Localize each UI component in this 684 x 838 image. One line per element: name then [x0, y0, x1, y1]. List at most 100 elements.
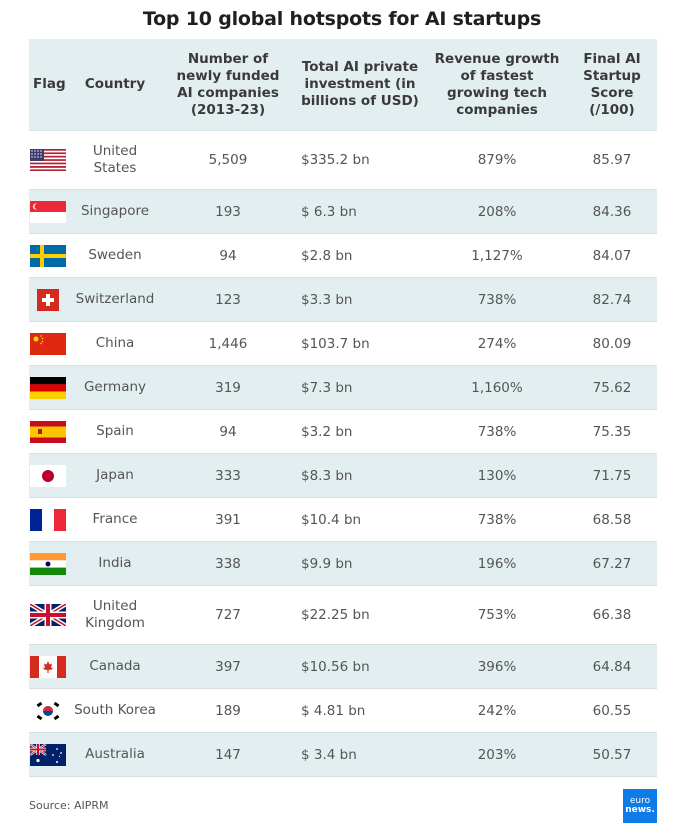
country-cell: India — [98, 555, 132, 571]
revenue-cell: 1,127% — [471, 247, 523, 264]
germany-flag-icon — [30, 376, 66, 399]
country-cell: United States — [92, 143, 138, 176]
table-row: India 338 $9.9 bn 196% 67.27 — [29, 542, 657, 586]
investment-cell: $22.25 bn — [301, 607, 370, 623]
score-cell: 71.75 — [592, 467, 632, 484]
investment-cell: $2.8 bn — [301, 247, 353, 264]
table-header: Flag Country Number of newly funded AI c… — [29, 39, 657, 131]
table-row: United Kingdom 727 $22.25 bn 753% 66.38 — [28, 586, 657, 645]
flag-cell — [29, 244, 67, 267]
sweden-flag-icon — [30, 244, 66, 267]
companies-cell: 94 — [219, 247, 237, 264]
companies-cell: 5,509 — [208, 152, 248, 168]
score-cell: 64.84 — [592, 658, 632, 675]
revenue-cell: 396% — [477, 658, 517, 675]
revenue-cell: 879% — [477, 152, 517, 168]
flag-cell — [29, 420, 67, 443]
investment-cell: $10.4 bn — [301, 511, 362, 528]
flag-cell — [29, 376, 67, 399]
france-flag-icon — [30, 508, 66, 531]
companies-cell: 727 — [215, 607, 241, 623]
header-investment: Total AI private investment (in billions… — [301, 59, 419, 109]
companies-cell: 193 — [215, 203, 241, 220]
revenue-cell: 738% — [477, 423, 517, 440]
score-cell: 80.09 — [592, 335, 632, 352]
hotspots-table: Flag Country Number of newly funded AI c… — [28, 39, 657, 777]
table-row: Sweden 94 $2.8 bn 1,127% 84.07 — [29, 234, 657, 278]
header-companies: Number of newly funded AI companies (201… — [176, 50, 280, 118]
chart-title: Top 10 global hotspots for AI startups — [142, 8, 542, 30]
investment-cell: $7.3 bn — [301, 379, 353, 396]
table-row: Canada 397 $10.56 bn 396% 64.84 — [29, 645, 657, 689]
score-cell: 84.36 — [592, 203, 632, 220]
south-korea-flag-icon — [30, 699, 66, 722]
country-cell: Japan — [96, 467, 134, 483]
investment-cell: $ 3.4 bn — [301, 746, 357, 763]
country-cell: Canada — [89, 658, 141, 674]
investment-cell: $10.56 bn — [301, 658, 370, 675]
revenue-cell: 242% — [477, 702, 517, 719]
investment-cell: $9.9 bn — [301, 555, 353, 572]
country-cell: Switzerland — [75, 291, 155, 307]
table-row: Spain 94 $3.2 bn 738% 75.35 — [29, 410, 657, 454]
flag-cell — [29, 699, 67, 722]
score-cell: 82.74 — [592, 291, 632, 308]
table-row: Singapore 193 $ 6.3 bn 208% 84.36 — [29, 190, 657, 234]
spain-flag-icon — [30, 420, 66, 443]
score-cell: 50.57 — [592, 746, 632, 763]
companies-cell: 123 — [215, 291, 241, 308]
investment-cell: $103.7 bn — [301, 335, 370, 352]
companies-cell: 338 — [215, 555, 241, 572]
companies-cell: 1,446 — [208, 335, 248, 352]
score-cell: 84.07 — [592, 247, 632, 264]
china-flag-icon — [30, 332, 66, 355]
logo-line2: news. — [625, 805, 655, 815]
table-row: Switzerland 123 $3.3 bn 738% 82.74 — [29, 278, 657, 322]
header-flag: Flag — [33, 76, 66, 92]
country-cell: United Kingdom — [85, 598, 145, 631]
country-cell: Sweden — [88, 247, 142, 263]
singapore-flag-icon — [30, 200, 66, 223]
score-cell: 67.27 — [592, 555, 632, 572]
source-note: Source: AIPRM — [29, 799, 109, 812]
flag-cell — [29, 742, 67, 766]
country-cell: Singapore — [80, 203, 150, 219]
header-revenue: Revenue growth of fastest growing tech c… — [434, 50, 560, 118]
revenue-cell: 196% — [477, 555, 517, 572]
flag-cell — [29, 464, 67, 487]
companies-cell: 319 — [215, 379, 241, 396]
revenue-cell: 738% — [477, 511, 517, 528]
revenue-cell: 1,160% — [471, 379, 523, 396]
flag-cell — [29, 552, 67, 575]
companies-cell: 333 — [215, 467, 241, 484]
flag-cell — [29, 655, 67, 678]
investment-cell: $ 4.81 bn — [301, 702, 366, 719]
country-cell: France — [92, 511, 138, 527]
japan-flag-icon — [30, 464, 66, 487]
revenue-cell: 130% — [477, 467, 517, 484]
us-flag-icon — [30, 149, 66, 171]
australia-flag-icon — [29, 742, 66, 766]
flag-cell — [29, 508, 67, 531]
investment-cell: $8.3 bn — [301, 467, 353, 484]
score-cell: 75.62 — [592, 379, 632, 396]
country-cell: China — [95, 335, 135, 351]
flag-cell — [29, 149, 67, 171]
table-body: United States 5,509 $335.2 bn 879% 85.97 Sing… — [28, 131, 657, 777]
header-score: Final AI Startup Score (/100) — [583, 50, 641, 118]
flag-cell — [29, 332, 67, 355]
investment-cell: $3.2 bn — [301, 423, 353, 440]
canada-flag-icon — [30, 655, 66, 678]
country-cell: Spain — [96, 423, 134, 439]
country-cell: Australia — [85, 746, 145, 762]
uk-flag-icon — [28, 602, 68, 628]
logo-line1: euro — [629, 796, 651, 806]
companies-cell: 94 — [219, 423, 237, 440]
switzerland-flag-icon — [30, 288, 66, 311]
companies-cell: 189 — [215, 702, 241, 719]
table-row: Australia 147 $ 3.4 bn 203% 50.57 — [29, 733, 657, 777]
investment-cell: $335.2 bn — [301, 152, 370, 168]
revenue-cell: 738% — [477, 291, 517, 308]
score-cell: 85.97 — [592, 152, 632, 168]
header-country: Country — [84, 76, 146, 92]
